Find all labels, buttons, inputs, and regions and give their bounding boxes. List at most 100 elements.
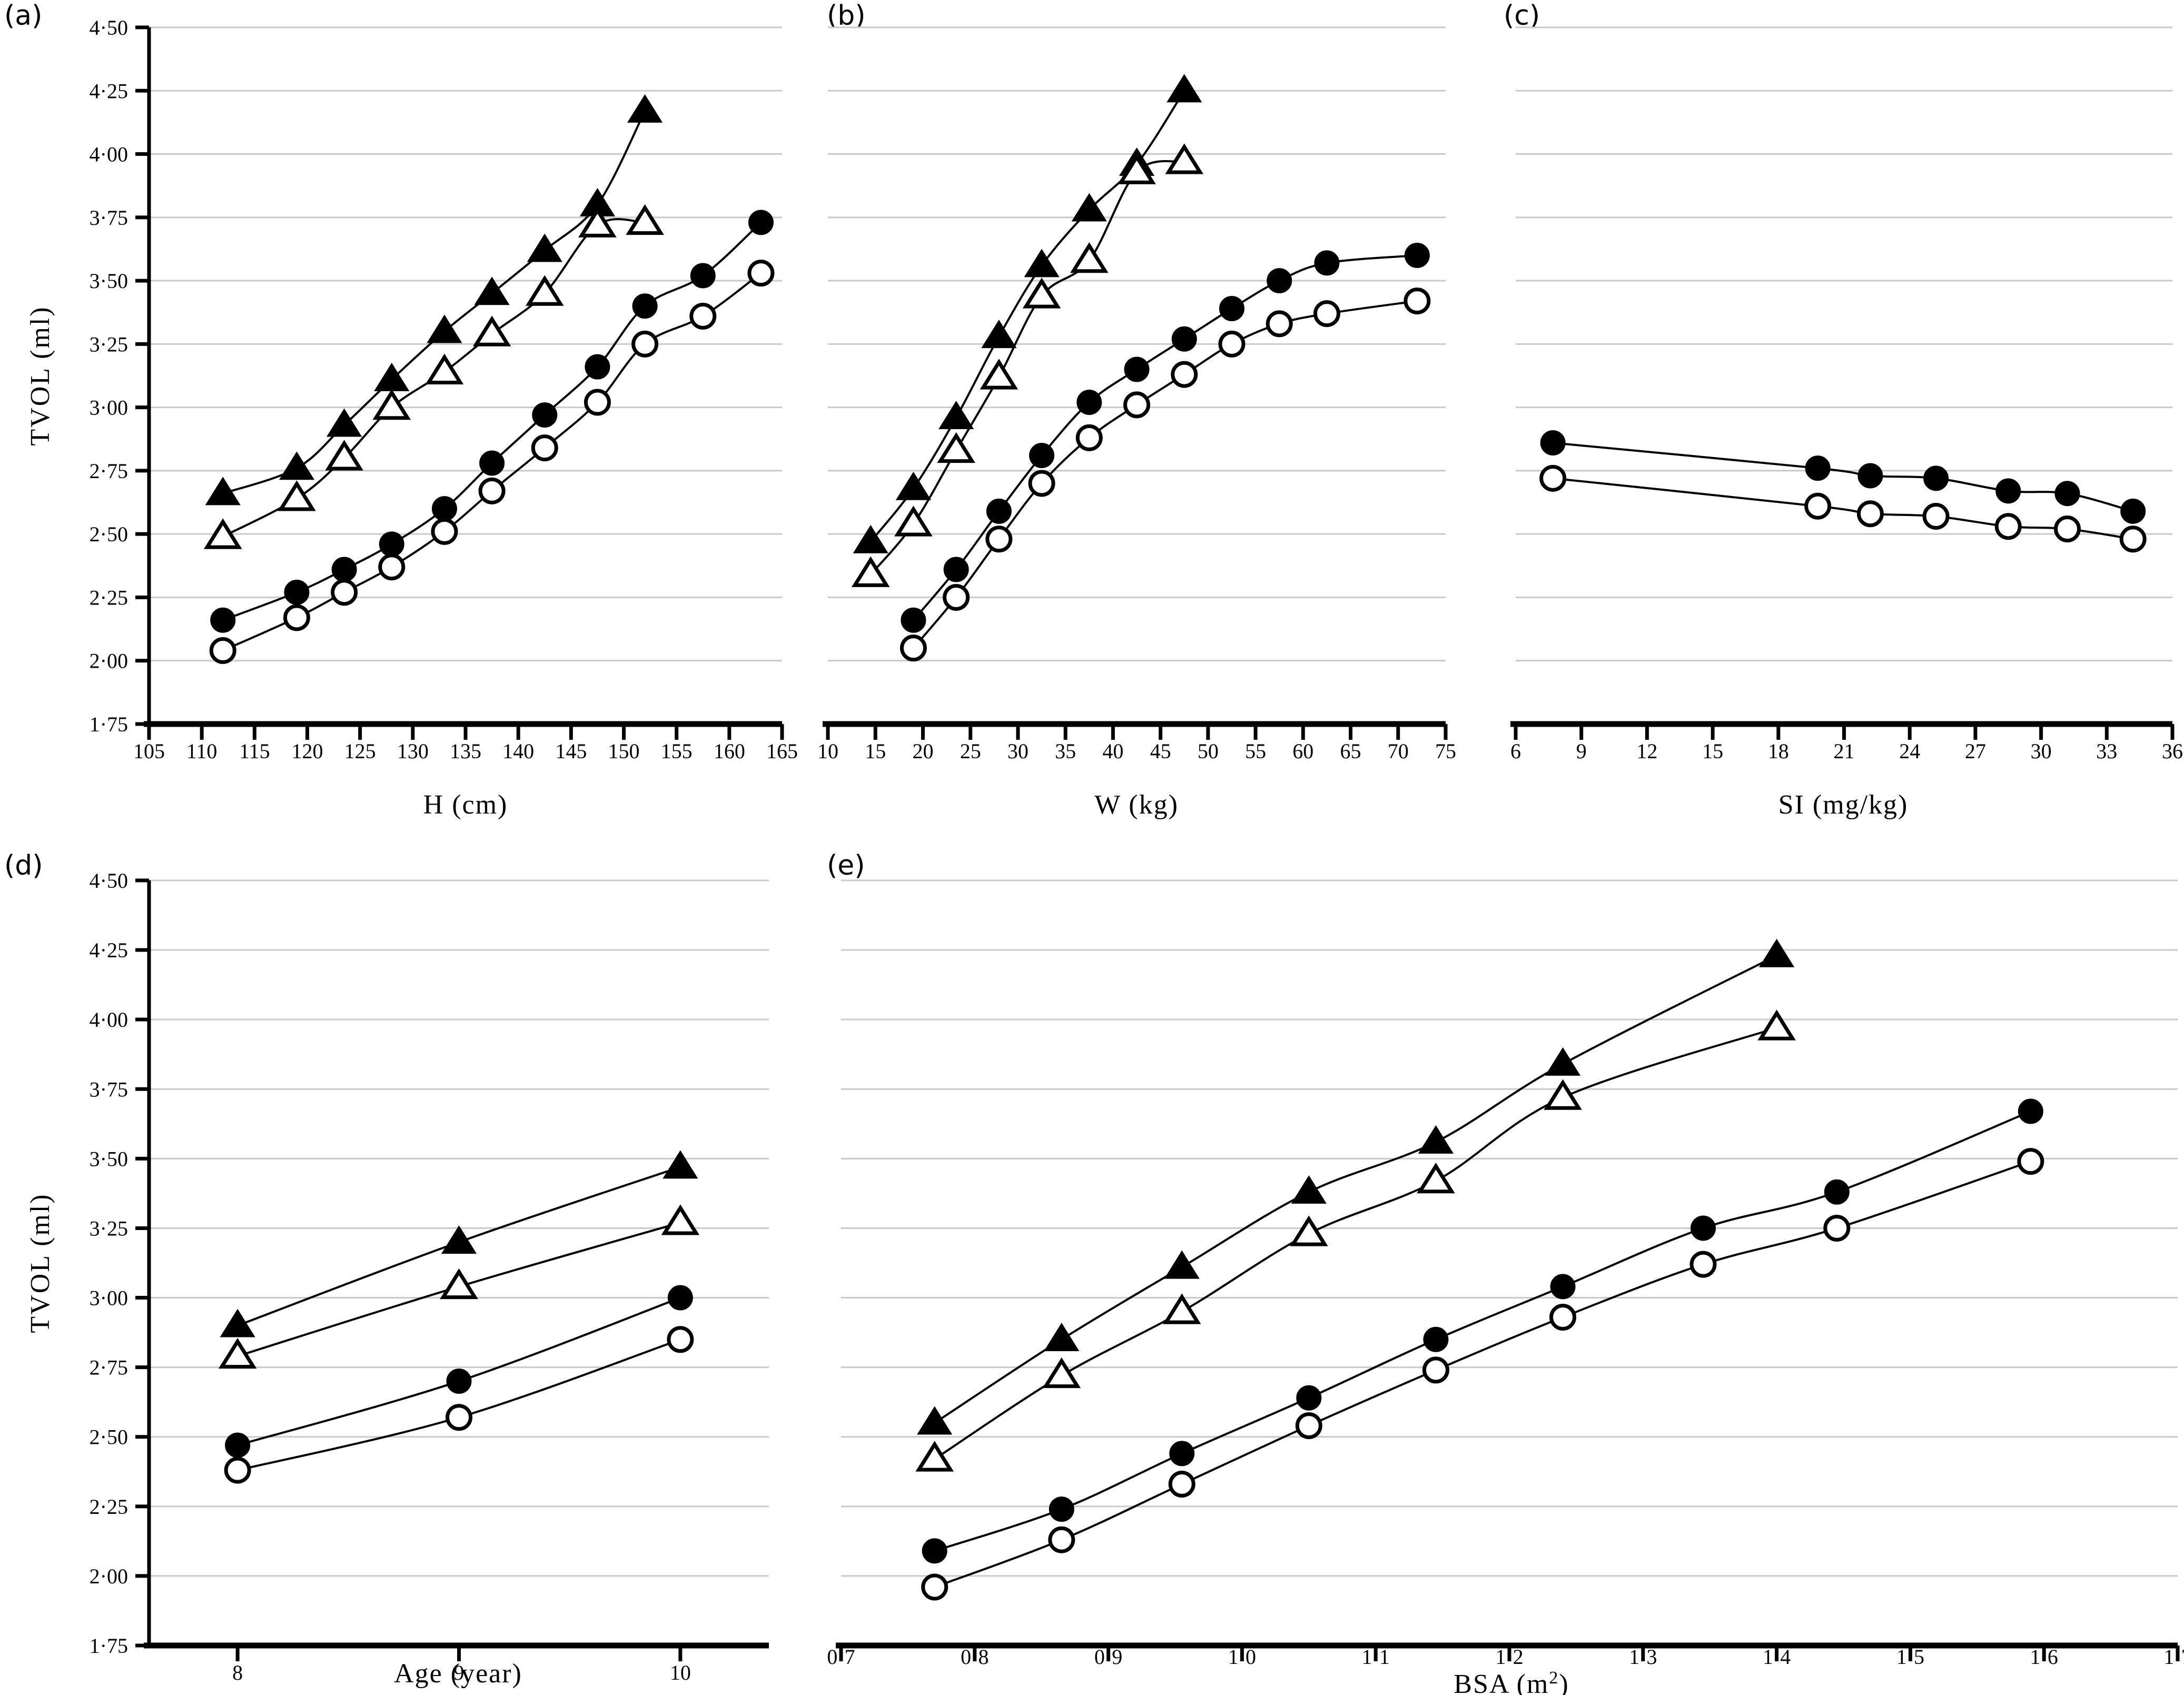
data-point-open-circle [2119, 526, 2147, 553]
data-point-filled-circle [1805, 455, 1831, 481]
x-tick-label: 24 [1899, 739, 1920, 763]
data-point-filled-circle [690, 263, 716, 289]
series-line-open-triangle [222, 218, 645, 538]
data-point-open-triangle [1118, 153, 1156, 184]
data-point-open-circle [1123, 391, 1150, 419]
data-point-filled-circle [632, 293, 658, 319]
x-tick-label: 45 [1150, 739, 1171, 763]
data-point-filled-triangle [895, 471, 932, 500]
x-tick-label: 120 [292, 739, 323, 763]
data-point-filled-circle [1404, 242, 1430, 268]
data-point-filled-triangle [938, 401, 974, 430]
x-tick-label: 18 [1768, 739, 1789, 763]
data-point-filled-circle [210, 607, 236, 633]
data-point-filled-circle [2018, 1098, 2043, 1124]
data-point-open-triangle [937, 432, 975, 463]
data-point-open-triangle [1289, 1215, 1328, 1246]
x-tick-label: 25 [960, 739, 981, 763]
data-point-filled-circle [2120, 498, 2146, 524]
y-axis-title: TVOL (ml) [25, 1193, 55, 1333]
y-tick-label: 3·25 [90, 1216, 128, 1240]
x-tick-label: 65 [1340, 739, 1361, 763]
data-point-open-circle [1028, 470, 1055, 497]
x-tick-label: 1·0 [1228, 1645, 1256, 1669]
data-point-open-triangle [218, 1337, 257, 1369]
x-axis-title: SI (mg/kg) [1778, 790, 1909, 820]
series-line-open-triangle [869, 160, 1185, 576]
panel-c-letter: (c) [1504, 0, 1540, 32]
x-axis-title: Age (year) [394, 1659, 522, 1689]
data-point-filled-circle [1550, 1274, 1576, 1300]
data-point-filled-circle [479, 450, 505, 476]
data-point-open-triangle [915, 1441, 954, 1472]
data-point-filled-triangle [1024, 249, 1060, 277]
data-point-filled-circle [1314, 250, 1340, 276]
data-point-filled-circle [748, 210, 774, 235]
data-point-open-circle [446, 1404, 472, 1431]
panel-d-letter: (d) [4, 850, 43, 881]
data-point-filled-triangle [205, 477, 241, 505]
data-point-open-triangle [894, 505, 933, 537]
data-point-filled-triangle [427, 314, 462, 343]
x-tick-label: 40 [1102, 739, 1123, 763]
series-line-filled-triangle [237, 1166, 681, 1327]
x-tick-label: 1·6 [2030, 1645, 2058, 1669]
data-point-filled-circle [901, 607, 926, 633]
series-line-open-circle [934, 1160, 2031, 1588]
x-tick-label: 9 [1576, 739, 1587, 763]
y-tick-label: 4·50 [90, 16, 128, 39]
y-tick-label: 2·00 [90, 1564, 128, 1588]
data-point-filled-circle [1049, 1496, 1074, 1522]
data-point-filled-triangle [627, 94, 663, 123]
data-point-open-circle [1994, 513, 2022, 540]
data-point-open-triangle [578, 206, 617, 237]
x-tick-label: 1·4 [1763, 1645, 1791, 1669]
y-tick-label: 3·75 [90, 206, 128, 230]
data-point-open-circle [584, 389, 611, 416]
data-point-filled-triangle [1119, 147, 1155, 176]
data-point-open-triangle [525, 275, 564, 306]
data-point-filled-circle [1857, 463, 1883, 489]
data-point-filled-triangle [1164, 1250, 1200, 1279]
series-line-filled-circle [1553, 441, 2133, 512]
series-line-open-circle [912, 300, 1418, 649]
x-tick-label: 21 [1834, 739, 1855, 763]
data-point-filled-circle [225, 1432, 251, 1458]
data-point-open-triangle [1042, 1357, 1081, 1389]
x-tick-label: 130 [397, 739, 429, 763]
data-point-filled-triangle [441, 1225, 477, 1254]
data-point-open-triangle [1757, 1009, 1796, 1040]
x-tick-label: 70 [1388, 739, 1409, 763]
x-tick-label: 150 [608, 739, 640, 763]
x-tick-label: 15 [1702, 739, 1723, 763]
x-tick-label: 0·7 [827, 1645, 855, 1669]
x-tick-label: 0·8 [961, 1645, 989, 1669]
y-tick-label: 2·75 [90, 1356, 128, 1380]
data-point-open-triangle [425, 353, 464, 384]
data-point-filled-circle [1995, 478, 2021, 504]
data-point-open-triangle [1162, 1293, 1201, 1324]
x-tick-label: 1·3 [1629, 1645, 1657, 1669]
x-tick-label: 10 [670, 1661, 691, 1684]
y-tick-label: 2·25 [90, 586, 128, 609]
data-point-open-triangle [1070, 242, 1109, 273]
data-point-filled-circle [1219, 296, 1244, 322]
data-point-filled-triangle [853, 524, 888, 553]
data-point-open-circle [689, 302, 717, 330]
series-line-open-circle [222, 272, 762, 652]
data-point-open-circle [478, 477, 506, 504]
data-point-open-triangle [1165, 143, 1204, 174]
data-point-open-circle [1171, 361, 1198, 388]
data-point-open-circle [2053, 516, 2081, 543]
panel-a-letter: (a) [4, 0, 43, 32]
y-tick-label: 3·00 [90, 396, 128, 420]
series-line-open-triangle [934, 1027, 1777, 1460]
data-point-open-triangle [472, 315, 511, 346]
series-line-filled-circle [912, 254, 1418, 621]
x-tick-label: 165 [766, 739, 798, 763]
x-tick-label: 160 [714, 739, 745, 763]
x-tick-label: 35 [1055, 739, 1076, 763]
x-axis-title: W (kg) [1094, 790, 1179, 820]
data-point-filled-triangle [917, 1406, 953, 1435]
data-point-filled-triangle [527, 233, 562, 262]
